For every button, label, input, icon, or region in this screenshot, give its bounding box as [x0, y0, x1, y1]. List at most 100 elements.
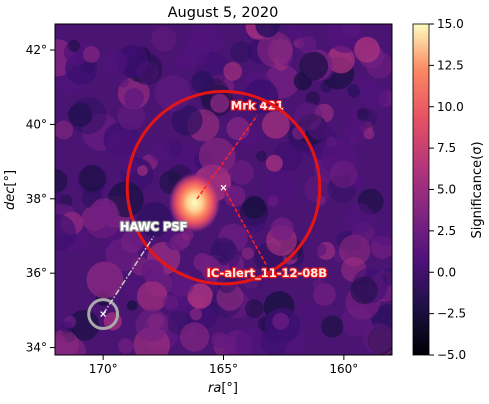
significance-blob — [83, 46, 100, 63]
significance-blob — [265, 154, 283, 172]
significance-blob — [272, 312, 290, 330]
significance-blob — [223, 61, 243, 81]
significance-blob — [163, 295, 179, 311]
significance-blob — [262, 170, 298, 206]
significance-blob — [298, 36, 317, 54]
significance-blob — [69, 97, 107, 135]
significance-blob — [245, 299, 264, 318]
significance-blob — [260, 329, 288, 355]
significance-blob — [136, 60, 159, 84]
significance-blob — [356, 74, 374, 93]
significance-blob — [84, 201, 122, 239]
significance-blob — [300, 302, 321, 323]
significance-blob — [117, 76, 129, 88]
significance-blob — [184, 41, 210, 66]
significance-blob — [64, 315, 77, 328]
colorbar-label: Significance(σ) — [470, 141, 485, 238]
significance-blob — [191, 295, 205, 309]
colorbar-tick-label: −2.5 — [437, 307, 466, 321]
significance-blob — [242, 196, 266, 219]
significance-blob — [312, 278, 325, 291]
y-axis: 34° 36° 38° 40° 42° — [26, 43, 55, 355]
source-label: Mrk 421 — [231, 99, 284, 113]
colorbar: 15.0 12.5 10.0 7.5 5.0 2.5 0.0 −2.5 −5.0 Signifi… — [412, 17, 485, 362]
significance-blob — [154, 75, 192, 112]
significance-blob — [136, 281, 168, 312]
significance-blob — [182, 229, 194, 241]
significance-blob — [68, 102, 93, 127]
y-tick-label: 40° — [26, 117, 47, 131]
source-label-fill: IC-alert_11-12-08B — [207, 266, 328, 281]
significance-blob — [124, 88, 144, 108]
significance-blob — [55, 213, 77, 252]
y-tick-label: 38° — [26, 192, 47, 206]
significance-blob — [357, 108, 370, 120]
source-label-fill: HAWC PSF — [120, 219, 188, 233]
significance-blob — [120, 230, 144, 253]
source-marker — [220, 184, 227, 191]
colorbar-tick-label: 5.0 — [437, 183, 456, 197]
psf-circle — [87, 298, 120, 331]
significance-blob — [68, 309, 100, 341]
significance-blob — [326, 136, 337, 148]
significance-blob — [171, 104, 203, 136]
significance-blob — [367, 327, 392, 355]
significance-blob — [256, 150, 267, 162]
significance-blob — [270, 217, 294, 241]
y-tick-label: 34° — [26, 341, 47, 355]
significance-blob — [193, 253, 212, 272]
significance-blob — [210, 93, 230, 113]
significance-blob — [223, 185, 246, 207]
significance-blob — [151, 26, 177, 52]
significance-blob — [230, 41, 253, 63]
significance-blob — [137, 202, 172, 237]
significance-blob — [55, 120, 74, 140]
significance-blob — [86, 261, 124, 299]
colorbar-tick-label: 10.0 — [437, 100, 464, 114]
significance-blob — [344, 119, 368, 143]
significance-blob — [55, 190, 63, 203]
error-circle — [125, 89, 322, 286]
x-tick-label: 160° — [329, 362, 358, 376]
significance-blob — [55, 169, 68, 193]
significance-blob — [235, 327, 268, 355]
significance-blob — [118, 338, 134, 354]
significance-blob — [68, 39, 81, 53]
significance-blob — [211, 237, 237, 263]
significance-blob — [229, 160, 254, 185]
significance-field — [55, 24, 392, 355]
colorbar-scale — [412, 23, 430, 356]
significance-blob — [314, 243, 327, 256]
y-axis-title: dec[°] — [3, 170, 18, 210]
source-label: IC-alert_11-12-08B — [207, 266, 328, 281]
significance-blob — [137, 165, 148, 177]
significance-blob — [354, 36, 380, 63]
significance-blob — [339, 234, 371, 266]
colorbar-tick-label: 0.0 — [437, 265, 456, 279]
significance-blob — [293, 102, 323, 131]
significance-blob — [191, 70, 214, 94]
significance-blob — [102, 50, 128, 75]
significance-blob — [179, 322, 210, 352]
significance-blob — [333, 249, 347, 263]
y-tick-label: 36° — [26, 266, 47, 280]
x-axis: 170° 165° 160° — [89, 355, 358, 376]
source-label: HAWC PSF — [120, 219, 188, 233]
annotation-line — [102, 236, 155, 315]
significance-blob — [350, 276, 378, 305]
chart-title: August 5, 2020 — [168, 5, 279, 21]
hotspot — [168, 172, 221, 233]
colorbar-ticks: 15.0 12.5 10.0 7.5 5.0 2.5 0.0 −2.5 −5.0 — [429, 17, 466, 362]
significance-blob — [255, 24, 280, 38]
annotation-line — [222, 187, 268, 267]
significance-blob — [287, 24, 304, 41]
colorbar-tick-label: 2.5 — [437, 224, 456, 238]
significance-blob — [103, 122, 139, 158]
significance-blob — [141, 259, 164, 282]
significance-blob — [347, 84, 361, 98]
significance-blob — [321, 315, 344, 338]
significance-blob — [342, 230, 363, 251]
significance-blob — [190, 308, 202, 321]
